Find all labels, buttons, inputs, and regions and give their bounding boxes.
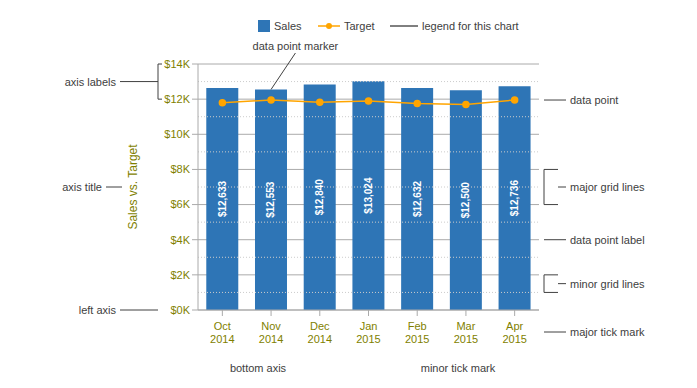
svg-text:$8K: $8K	[170, 163, 190, 175]
svg-text:Dec2014: Dec2014	[308, 320, 332, 345]
svg-text:bottom axis: bottom axis	[230, 362, 287, 374]
svg-text:$12,840: $12,840	[314, 179, 325, 216]
svg-text:major tick mark: major tick mark	[570, 326, 645, 338]
svg-text:major grid lines: major grid lines	[570, 181, 645, 193]
svg-text:$12,553: $12,553	[265, 181, 276, 218]
svg-text:$6K: $6K	[170, 198, 190, 210]
svg-text:legend for this chart: legend for this chart	[422, 20, 519, 32]
svg-text:axis title: axis title	[62, 181, 102, 193]
svg-text:data point: data point	[570, 94, 618, 106]
svg-text:Sales vs. Target: Sales vs. Target	[126, 144, 140, 230]
svg-text:$4K: $4K	[170, 234, 190, 246]
svg-text:axis labels: axis labels	[65, 76, 117, 88]
svg-text:Mar2015: Mar2015	[454, 320, 478, 345]
svg-text:Nov2014: Nov2014	[259, 320, 283, 345]
svg-text:$13,024: $13,024	[363, 177, 374, 214]
svg-text:Apr2015: Apr2015	[502, 320, 526, 345]
svg-text:$12,736: $12,736	[509, 180, 520, 217]
svg-text:Feb2015: Feb2015	[405, 320, 429, 345]
svg-text:$10K: $10K	[164, 128, 190, 140]
svg-text:$12K: $12K	[164, 93, 190, 105]
svg-text:$12,500: $12,500	[460, 182, 471, 219]
svg-text:minor tick mark: minor tick mark	[421, 362, 496, 374]
svg-text:data point marker: data point marker	[253, 40, 339, 52]
svg-text:Sales: Sales	[274, 20, 302, 32]
svg-text:$14K: $14K	[164, 58, 190, 70]
svg-text:left axis: left axis	[79, 304, 117, 316]
svg-text:minor grid lines: minor grid lines	[570, 278, 645, 290]
svg-text:$12,633: $12,633	[217, 181, 228, 218]
svg-text:$2K: $2K	[170, 269, 190, 281]
svg-text:$12,632: $12,632	[412, 181, 423, 218]
svg-text:Jan2015: Jan2015	[356, 320, 380, 345]
svg-text:$0K: $0K	[170, 304, 190, 316]
svg-text:data point label: data point label	[570, 234, 645, 246]
svg-text:Oct2014: Oct2014	[210, 320, 234, 345]
svg-text:Target: Target	[344, 20, 375, 32]
